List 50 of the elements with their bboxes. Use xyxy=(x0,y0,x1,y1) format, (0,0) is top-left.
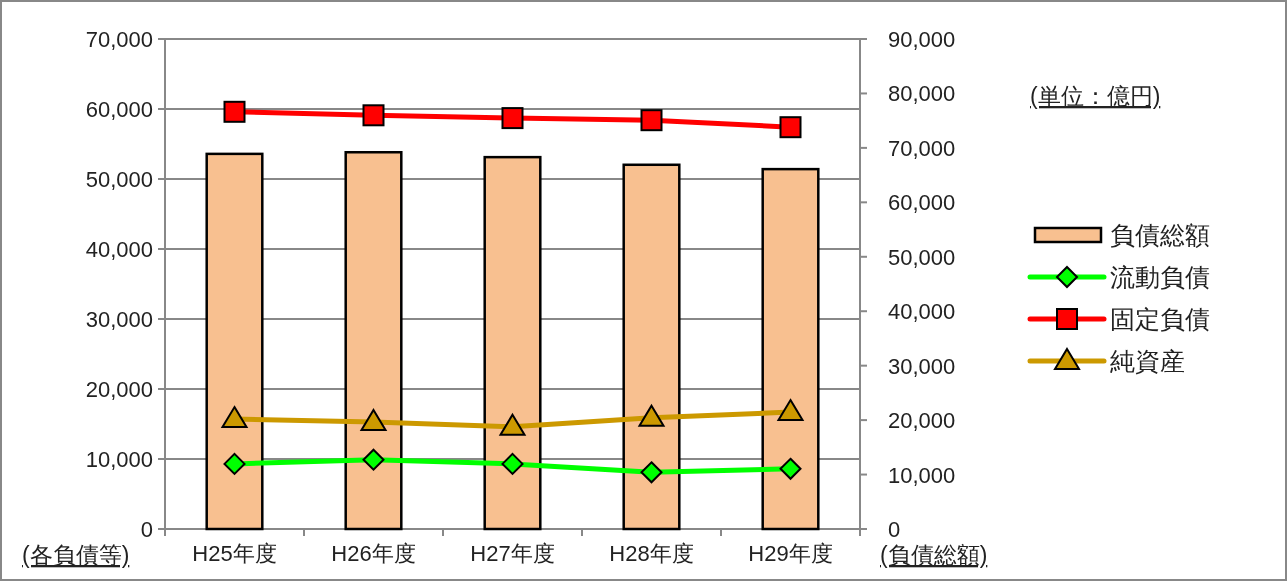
y2-tick-label: 40,000 xyxy=(888,299,956,325)
y-tick-label: 20,000 xyxy=(85,377,153,402)
x-tick-label: H28年度 xyxy=(609,541,694,566)
point xyxy=(223,100,246,123)
y-tick-label: 0 xyxy=(140,517,153,542)
point xyxy=(779,457,802,480)
y2-tick-label: 0 xyxy=(888,517,901,542)
bar xyxy=(205,152,264,531)
y-tick-label: 60,000 xyxy=(85,97,153,122)
x-tick-label: H26年度 xyxy=(331,541,416,566)
legend-label: 純資産 xyxy=(1110,347,1185,375)
point xyxy=(640,461,663,484)
y2-tick-label: 10,000 xyxy=(888,462,956,488)
bar xyxy=(761,167,820,531)
x-tick-label: H25年度 xyxy=(192,541,277,566)
point xyxy=(501,452,524,475)
y-tick-label: 70,000 xyxy=(85,27,153,52)
bar xyxy=(483,155,542,531)
y2-tick-label: 80,000 xyxy=(888,81,956,107)
point xyxy=(501,107,524,130)
point xyxy=(362,448,385,471)
x-tick-label: H29年度 xyxy=(748,541,833,566)
legend-label: 固定負債 xyxy=(1110,305,1210,333)
legend-label: 負債総額 xyxy=(1110,221,1210,249)
y-tick-label: 50,000 xyxy=(85,167,153,192)
point xyxy=(499,413,526,436)
y2-tick-label: 30,000 xyxy=(888,353,956,379)
point xyxy=(223,452,246,475)
point xyxy=(362,104,385,127)
y2-tick-label: 70,000 xyxy=(888,135,956,161)
x-tick-label: H27年度 xyxy=(470,541,555,566)
y-tick-label: 40,000 xyxy=(85,237,153,262)
point xyxy=(640,109,663,132)
y-tick-label: 30,000 xyxy=(85,307,153,332)
bar xyxy=(622,163,681,531)
y2-axis-title: (負債総額) xyxy=(880,542,988,568)
legend-label: 流動負債 xyxy=(1110,263,1210,291)
point xyxy=(221,406,248,429)
point xyxy=(779,116,802,139)
y2-tick-label: 50,000 xyxy=(888,244,956,270)
point xyxy=(777,399,804,422)
y2-tick-label: 90,000 xyxy=(888,27,956,52)
y-axis-title: (各負債等) xyxy=(22,542,130,568)
point xyxy=(360,408,387,431)
point xyxy=(638,404,665,427)
bar xyxy=(344,150,403,531)
y-tick-label: 10,000 xyxy=(85,447,153,472)
y2-tick-label: 60,000 xyxy=(888,190,956,216)
y2-tick-label: 20,000 xyxy=(888,408,956,434)
text: (単位：億円) xyxy=(1030,83,1161,109)
